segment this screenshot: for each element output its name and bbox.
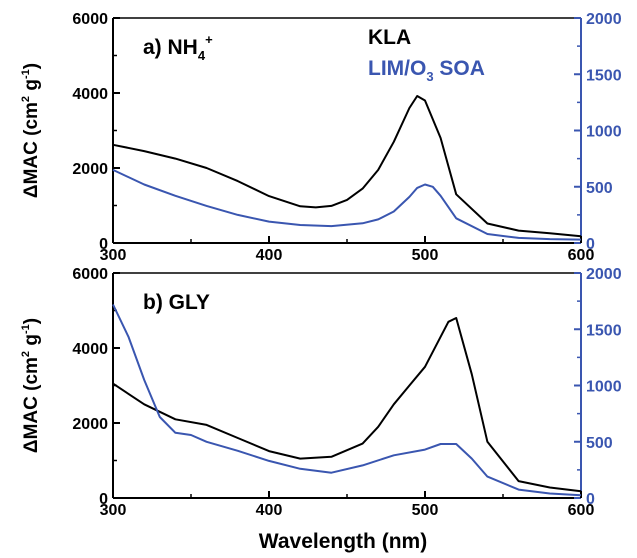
y-axis-label: ΔMAC (cm2 g-1): [20, 63, 42, 198]
right-tick-label: 1500: [586, 67, 622, 84]
right-tick-label: 500: [586, 180, 613, 197]
left-tick-label: 2000: [72, 161, 108, 178]
right-tick-label: 2000: [586, 11, 622, 28]
x-tick-label: 500: [412, 247, 439, 264]
x-tick-label: 500: [412, 502, 439, 519]
x-tick-label: 300: [100, 502, 127, 519]
right-tick-label: 1500: [586, 322, 622, 339]
x-tick-label: 400: [256, 502, 283, 519]
right-tick-label: 1000: [586, 124, 622, 141]
right-tick-label: 2000: [586, 266, 622, 283]
x-tick-label: 600: [568, 247, 595, 264]
right-tick-label: 0: [586, 236, 595, 253]
series-line-kla: [112, 317, 582, 493]
right-tick-label: 0: [586, 491, 595, 508]
left-tick-label: 4000: [72, 341, 108, 358]
right-tick-label: 1000: [586, 379, 622, 396]
y-axis-label: ΔMAC (cm2 g-1): [20, 318, 42, 453]
x-tick-label: 600: [568, 502, 595, 519]
series-line-lim-o3-soa: [112, 304, 582, 497]
panel-a: 0 2000 4000 6000 0 500 1000 1500 2000 300 400 500 60…: [20, 11, 622, 264]
x-tick-label: 400: [256, 247, 283, 264]
legend-entry: KLA: [368, 26, 411, 49]
series-line-kla: [112, 95, 582, 238]
left-tick-label: 4000: [72, 86, 108, 103]
x-axis-label: Wavelength (nm): [259, 530, 427, 553]
right-tick-label: 500: [586, 435, 613, 452]
x-tick-label: 300: [100, 247, 127, 264]
left-tick-label: 0: [99, 491, 108, 508]
left-tick-label: 6000: [72, 11, 108, 28]
panel-label: a) NH4+: [143, 32, 213, 63]
panel-b: 0 2000 4000 6000 0 500 1000 1500 2000 300 400 500 60…: [20, 266, 622, 519]
left-tick-label: 2000: [72, 416, 108, 433]
series-line-lim-o3-soa: [112, 168, 582, 241]
left-tick-label: 0: [99, 236, 108, 253]
panel-label: b) GLY: [143, 291, 210, 314]
legend-entry: LIM/O3 SOA: [368, 57, 485, 84]
left-tick-label: 6000: [72, 266, 108, 283]
